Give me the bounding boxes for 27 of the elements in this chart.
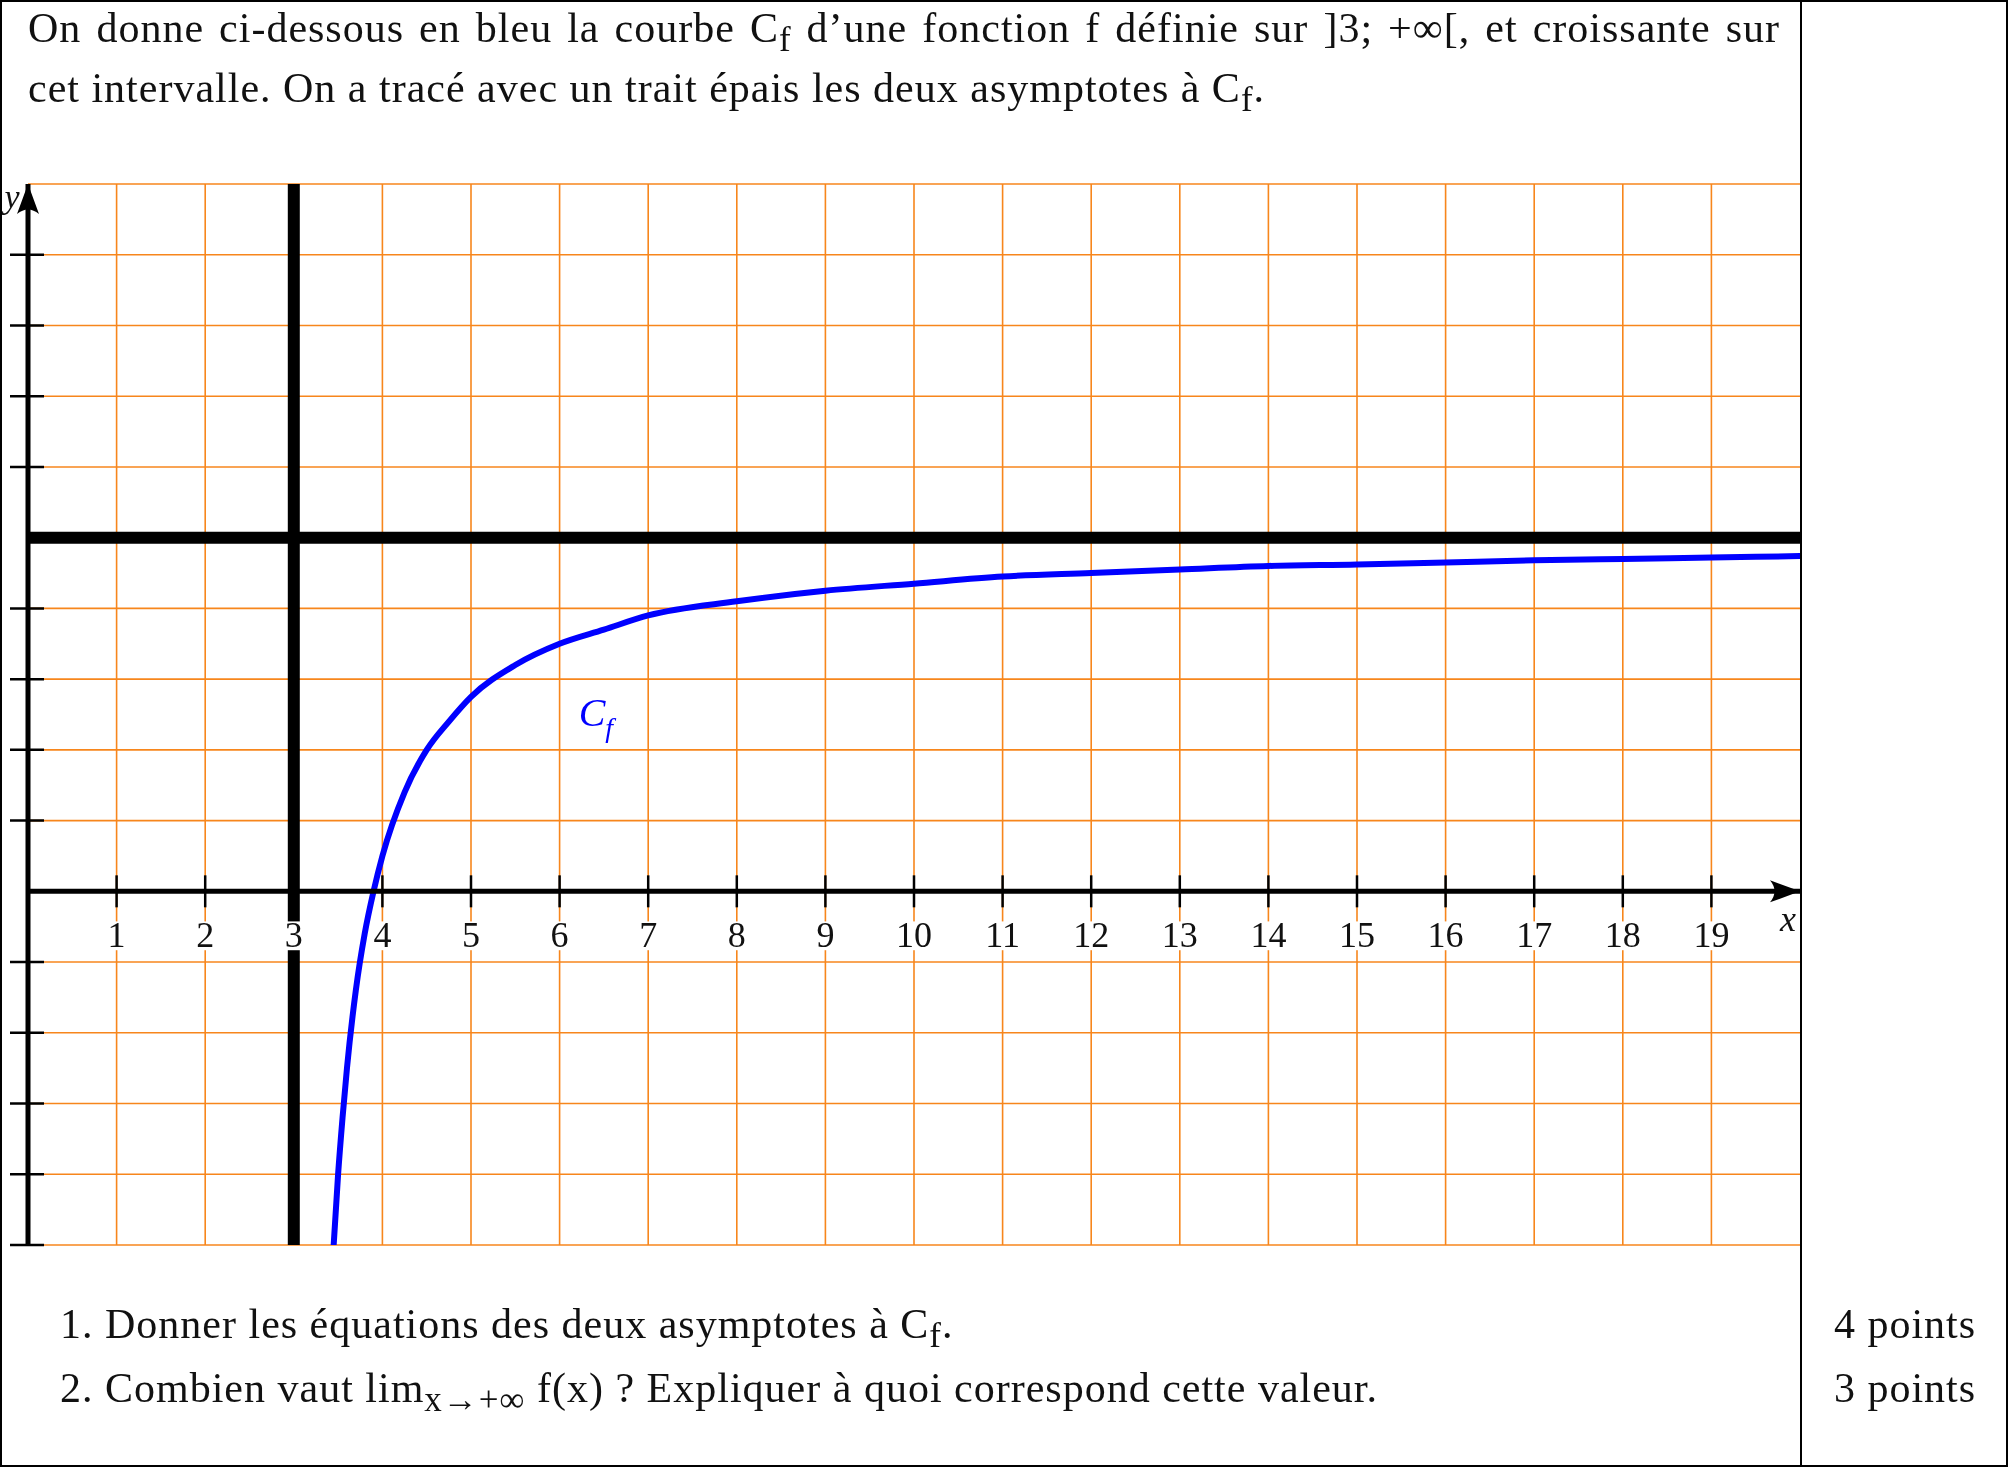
x-tick-label: 6 (550, 915, 569, 956)
text: 1. Donner les équations des deux asymptotes à C$_{f}$. (60, 1300, 955, 1358)
x-tick-label: 7 (639, 915, 658, 956)
x-tick-label: 13 (1161, 915, 1198, 956)
x-axis-title: x (1779, 899, 1797, 940)
x-tick-label: 3 (284, 915, 303, 956)
x-tick-label: 11 (985, 915, 1020, 956)
chart-title: On donne ci-dessous en bleu la courbe C$_{f}$ d’une fonction f définie sur ]3; +∞[, et croissante sur cet intervalle. On a tracé avec un trait épais les deux asymptotes à C$_{f}$. (28, 4, 1780, 122)
x-tick-label: 18 (1604, 915, 1641, 956)
x-tick-label: 19 (1693, 915, 1730, 956)
x-tick-label: 5 (462, 915, 480, 956)
x-tick-label: 15 (1339, 915, 1375, 956)
text: y (1, 178, 21, 215)
text: 2. Combien vaut lim$_{x→+∞}$ f(x) ? Expliquer à quoi correspond cette valeur. (60, 1364, 1380, 1422)
x-tick-label: 17 (1516, 915, 1553, 956)
text: 4 points (1832, 1300, 1978, 1348)
x-tick-label: 1 (107, 915, 126, 956)
x-tick-label: 8 (727, 915, 746, 956)
x-tick-label: 9 (816, 915, 835, 956)
x-tick-label: 2 (196, 915, 215, 956)
x-tick-label: 16 (1427, 915, 1464, 956)
x-tick-label: 4 (373, 915, 392, 956)
x-tick-label: 12 (1073, 915, 1110, 956)
x-tick-label: 10 (896, 915, 932, 956)
text: 3 points (1832, 1364, 1978, 1412)
series-label: C$_{f}$ (578, 689, 617, 743)
x-tick-label: 14 (1250, 915, 1287, 956)
